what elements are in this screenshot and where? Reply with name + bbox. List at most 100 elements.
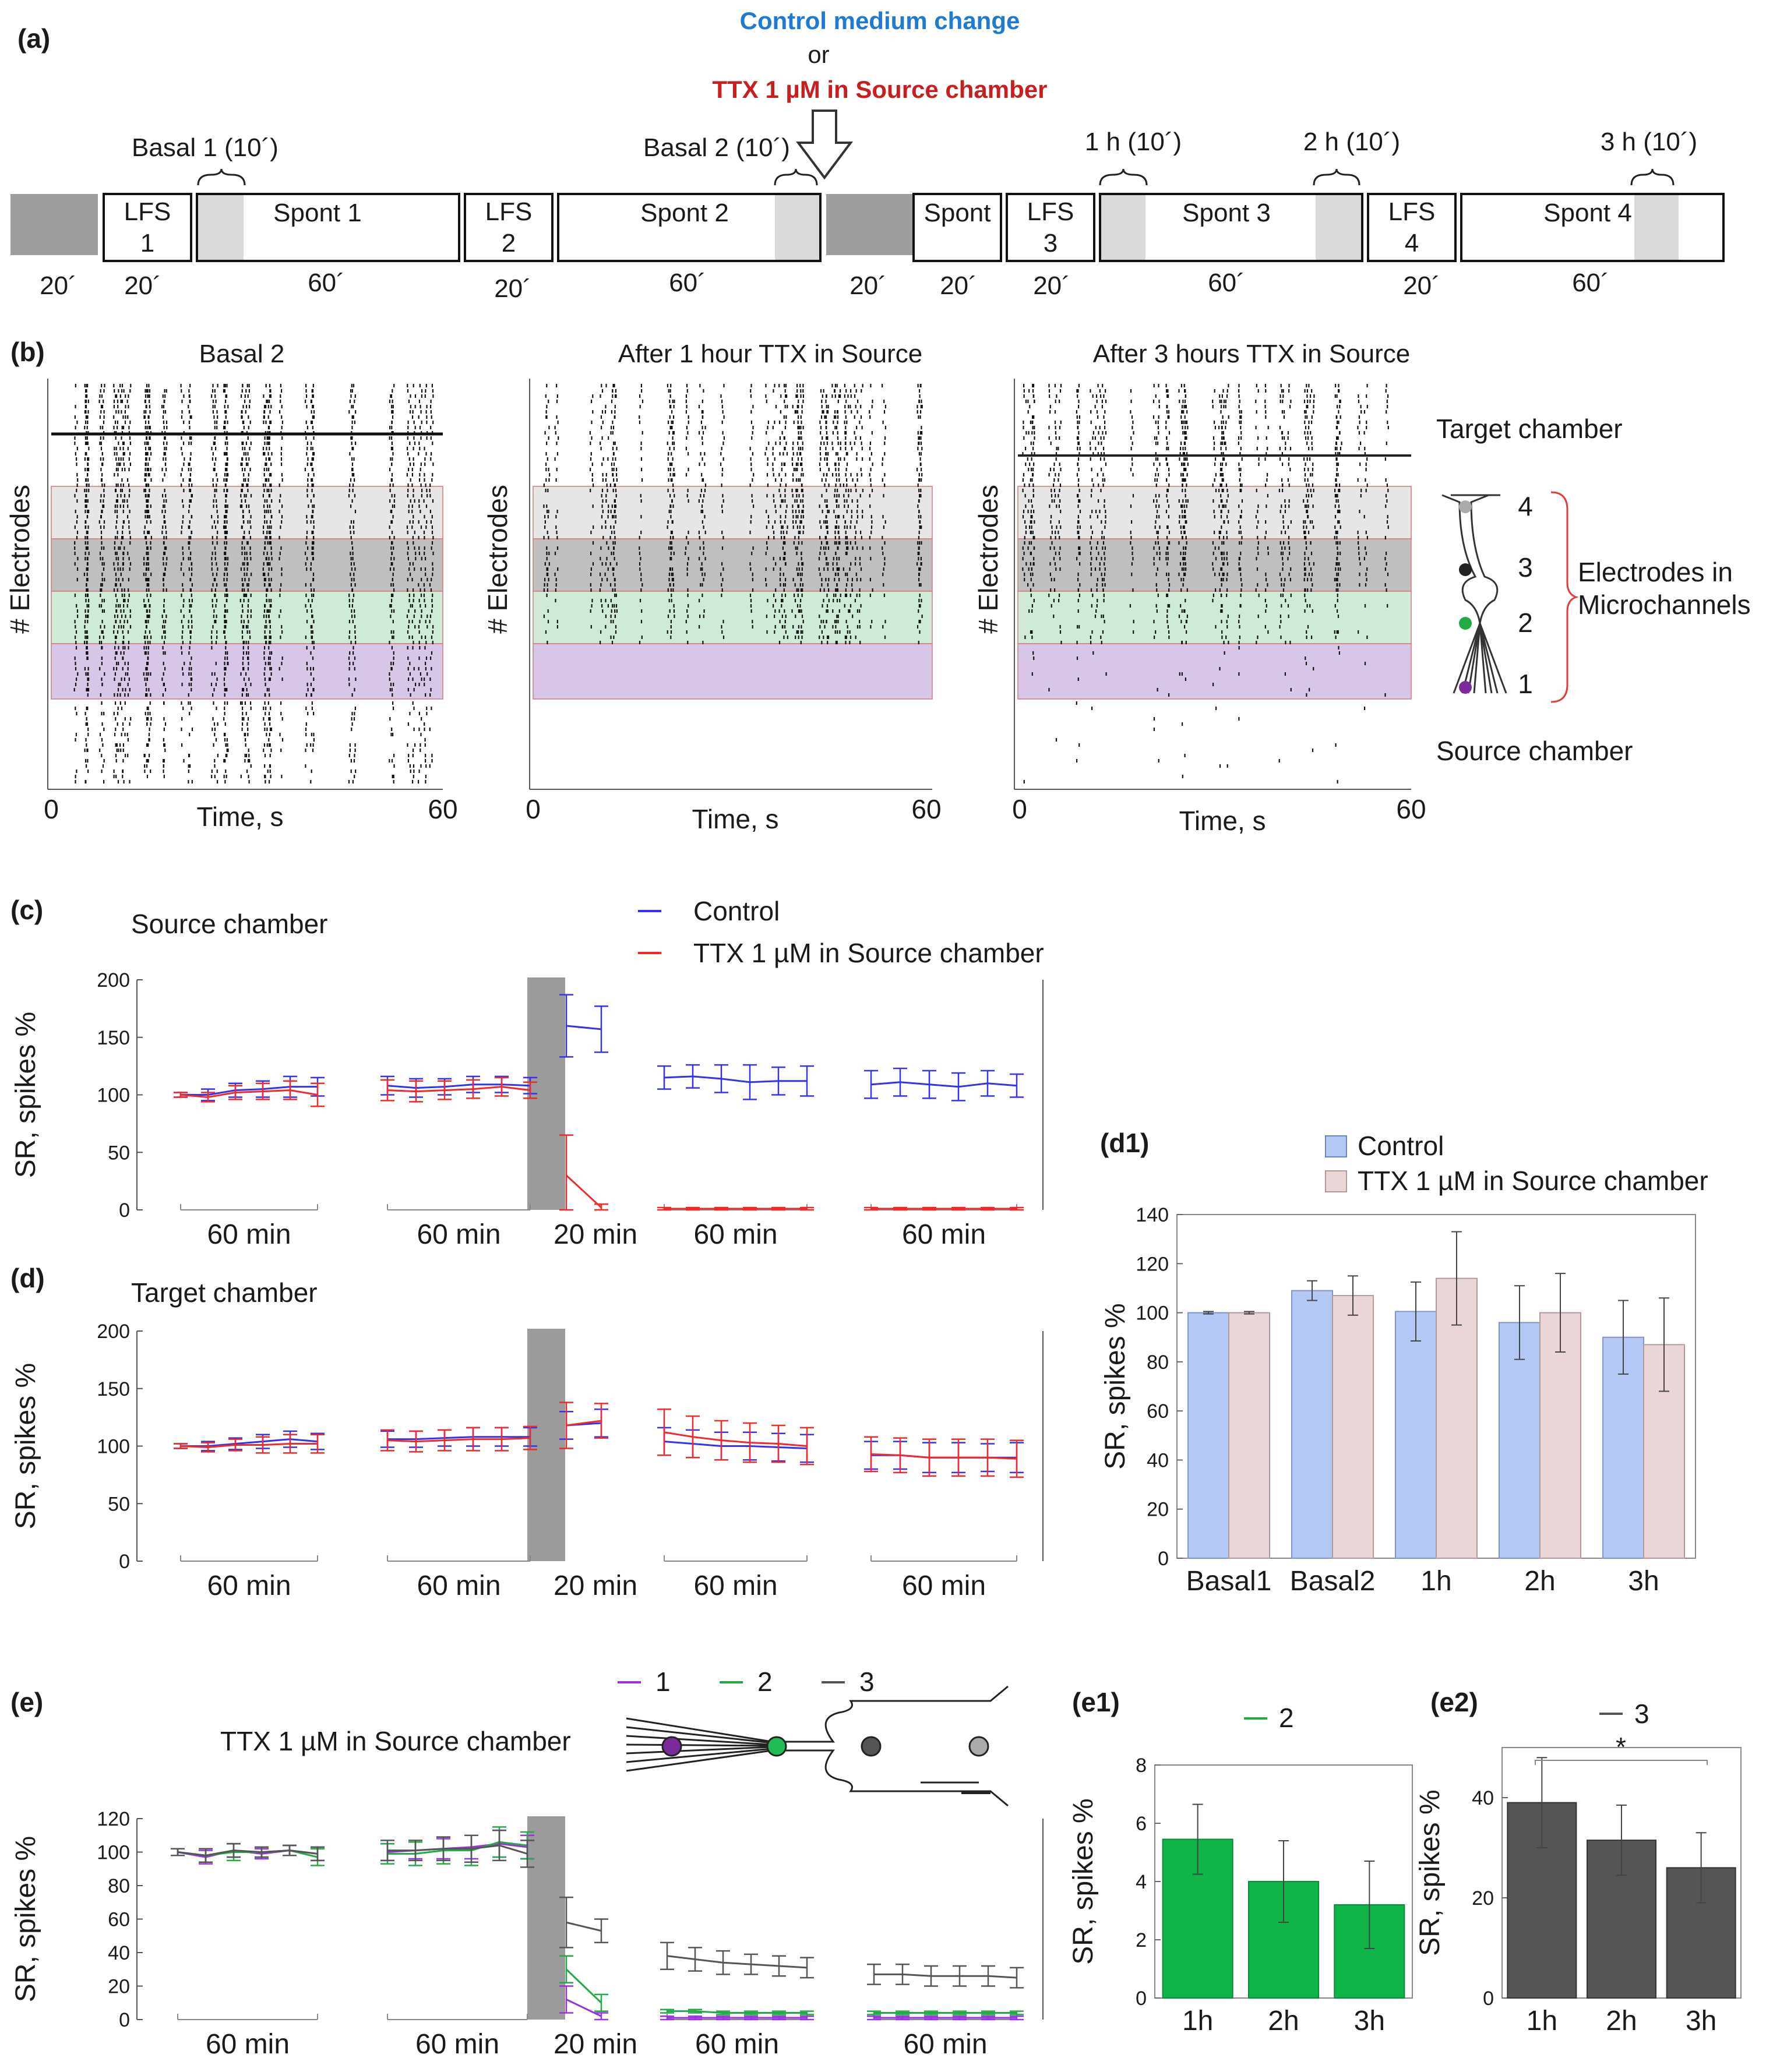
x-tick-label: 3h [1354,2006,1385,2036]
series-line [387,1436,530,1441]
timeline-segments [10,193,1725,262]
y-tick-label: 8 [1136,1755,1147,1777]
raster-title-3h: After 3 hours TTX in Source [1093,340,1411,368]
duration-4: 60´ [669,269,706,297]
series-line [870,1081,1017,1088]
y-tick-label: 40 [108,1942,130,1964]
electrode-band [1017,643,1412,700]
duration-8: 60´ [1208,269,1245,297]
series-line [387,1086,531,1093]
bar [1228,1312,1270,1559]
electrode-band [1017,591,1412,644]
y-tick-label: 60 [108,1909,130,1931]
electrode-4-dot [1459,500,1472,513]
x-tick-label: 3h [1628,1566,1659,1597]
raster-xlabel-2: Time, s [692,804,778,834]
y-tick-label: 20 [1147,1499,1169,1521]
raster-xlabel-1: Time, s [196,802,283,832]
x-tick-label: 2h [1606,2006,1637,2036]
legend-c-ttx: TTX 1 µM in Source chamber [693,938,1044,968]
series-line [667,2010,807,2014]
series-line [387,1083,531,1089]
legend-d1-control: Control [1358,1131,1444,1161]
raster-panel-1 [47,379,443,790]
y-tick-label: 80 [1147,1351,1169,1374]
series-line [566,1921,602,1932]
y-tick-label: 0 [119,1199,130,1222]
duration-10: 60´ [1572,269,1609,297]
chart-e2: 0 20 40 SR, spikes % 1h 2h 3h [1415,1747,1742,2036]
y-tick-label: 40 [1472,1787,1494,1809]
group-label: 60 min [902,1570,986,1601]
y-axis-title: SR, spikes % [1068,1798,1099,1964]
series-line [181,1438,318,1447]
series-line [387,1844,528,1855]
raster-plots [47,379,1412,790]
duration-7: 20´ [1033,271,1070,300]
series-line [566,1420,602,1427]
panel-e-label: (e) [10,1687,43,1717]
raster-ylabel-3: # Electrodes [973,485,1003,634]
source-chamber-label: Source chamber [1436,736,1633,766]
y-tick-label: 0 [1158,1548,1169,1570]
chart-c: 0 50 100 150 200 SR, spikes % 60 min 60 min 20 m… [10,969,1044,1250]
series-line [181,1086,318,1096]
group-label: 20 min [554,1219,637,1250]
y-tick-label: 6 [1136,1813,1147,1835]
spike-ticks [73,384,434,783]
duration-6: 20´ [940,271,977,300]
panel-d1-label: (d1) [1100,1128,1149,1158]
x-tick-label: Basal2 [1290,1566,1376,1597]
raster-xmax-2: 60 [911,794,941,824]
electrode-1-icon [661,1736,682,1757]
bar [1539,1312,1581,1559]
electrode-2-dot [1459,617,1472,630]
x-tick-label: 1h [1420,1566,1451,1597]
y-tick-label: 20 [1472,1887,1494,1909]
y-tick-label: 120 [1136,1253,1169,1275]
raster-xmax-1: 60 [428,794,457,824]
header-or: or [808,41,829,68]
segment-lfs3-label: LFS [1027,197,1074,226]
x-tick-label: 2h [1524,1566,1555,1597]
electrode-2-icon [766,1736,787,1757]
y-axis-title: SR, spikes % [10,1363,41,1529]
bar [1291,1290,1333,1559]
panel-e1: (e1) 2 0 2 4 6 8 SR, spikes % 1h 2h 3h [1068,1687,1413,2036]
y-tick-label: 150 [97,1378,130,1400]
chart-d: 0 50 100 150 200 SR, spikes % 60 min 60 min 20 m… [10,1321,1044,1601]
legend-e-2: 2 [757,1667,773,1697]
series-line [566,1999,602,2017]
y-tick-label: 40 [1147,1449,1169,1471]
electrode-1-dot [1459,681,1472,694]
group-label: 60 min [693,1570,777,1601]
series-line [870,1453,1017,1460]
x-tick-label: 1h [1182,2006,1213,2036]
raster-axis-labels: # Electrodes # Electrodes # Electrodes T… [5,485,1426,836]
bar [1395,1311,1437,1559]
duration-2: 60´ [308,269,345,297]
series-line [177,1849,318,1856]
segment-spont3-label: Spont 3 [1182,199,1271,227]
segment-lfs4-label: LFS [1388,197,1436,226]
panel-e2-label: (e2) [1430,1687,1478,1717]
group-label: 60 min [206,2029,290,2060]
series-line [387,1841,528,1855]
panel-b-label: (b) [10,337,45,367]
segment-lfs1-number: 1 [140,229,154,257]
legend-d1-ttx: TTX 1 µM in Source chamber [1358,1166,1708,1196]
header-ttx: TTX 1 µM in Source chamber [713,76,1048,103]
legend-e-1: 1 [655,1667,671,1697]
y-tick-label: 150 [97,1027,130,1049]
y-tick-label: 100 [1136,1302,1169,1325]
panel-c-label: (c) [10,895,43,925]
y-tick-label: 200 [97,1321,130,1343]
x-tick-label: Basal1 [1186,1566,1272,1597]
legend-e2: 3 [1634,1699,1649,1729]
segment-lfs4-number: 4 [1405,229,1419,257]
y-tick-label: 20 [108,1976,130,1998]
chart-e: 0 20 40 60 80 100 120 SR, spikes % 60 min 60 min 2… [10,1808,1044,2060]
series-line [387,1437,531,1443]
group-label: 20 min [554,2029,637,2060]
group-label: 60 min [903,2029,987,2060]
